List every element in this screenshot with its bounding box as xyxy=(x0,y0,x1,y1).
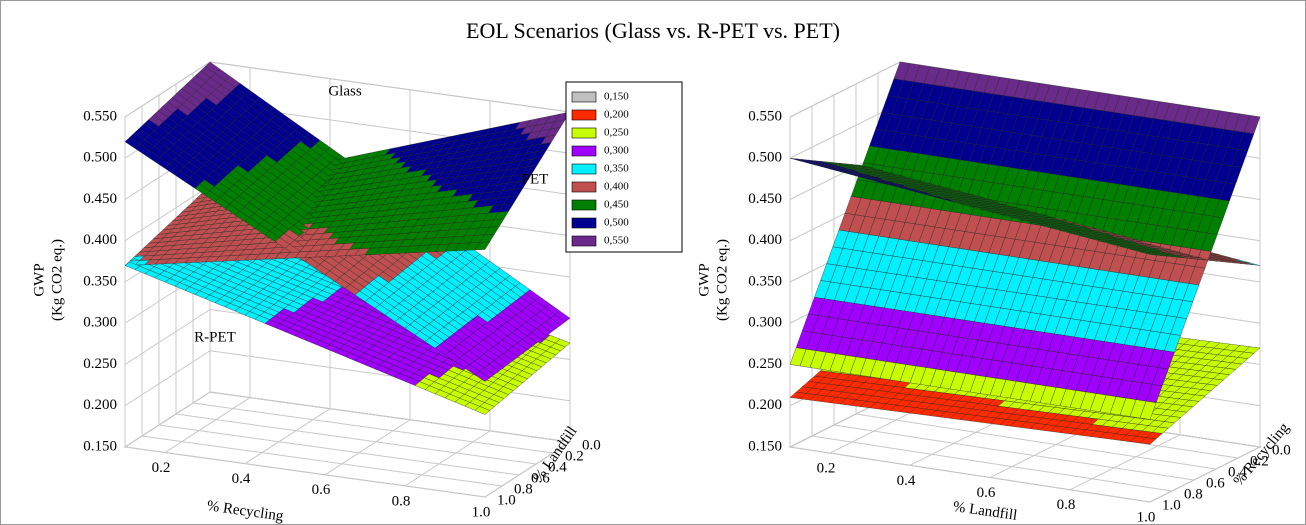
surface-cell xyxy=(474,406,491,415)
legend-swatch xyxy=(571,109,597,121)
legend-label: 0,200 xyxy=(604,109,629,121)
grid-line xyxy=(209,391,571,443)
grid-line xyxy=(833,424,1195,481)
surface-cell xyxy=(474,371,491,382)
y-tick-label: 0.4 xyxy=(548,459,567,475)
grid-line xyxy=(789,446,1151,503)
z-axis-label: (Kg CO2 eq.) xyxy=(49,239,65,321)
y-tick-label: 0.8 xyxy=(1184,486,1203,502)
legend-label: 0,250 xyxy=(604,127,629,139)
z-tick-label: 0.150 xyxy=(83,438,117,454)
x-tick-label: 0.2 xyxy=(152,460,171,476)
z-tick-label: 0.200 xyxy=(83,397,117,413)
y-tick-label: 0.6 xyxy=(1206,475,1225,491)
y-tick-label: 0.4 xyxy=(1228,464,1247,480)
legend-label: 0,450 xyxy=(604,199,629,211)
grid-line xyxy=(789,61,901,118)
z-tick-label: 0.400 xyxy=(83,232,117,248)
grid-line xyxy=(164,397,251,453)
grid-line xyxy=(158,424,520,476)
z-tick-label: 0.250 xyxy=(83,356,117,372)
legend-swatch xyxy=(571,163,597,175)
y-tick-label: 0.6 xyxy=(531,470,550,486)
legend-label: 0,150 xyxy=(604,91,629,103)
grid-line xyxy=(192,402,554,454)
legend-label: 0,550 xyxy=(604,235,629,247)
legend-swatch xyxy=(571,181,597,193)
grid-line xyxy=(209,61,571,113)
surface-cell xyxy=(1139,437,1157,445)
x-tick-label: 0.6 xyxy=(977,485,996,501)
y-tick-label: 0.0 xyxy=(1272,442,1291,458)
z-tick-label: 0.300 xyxy=(748,315,782,331)
grid-line xyxy=(124,391,211,448)
x-tick-label: 0.8 xyxy=(1057,497,1076,513)
x-tick-label: 1.0 xyxy=(472,504,491,520)
legend-label: 0,300 xyxy=(604,145,629,157)
grid-line xyxy=(324,419,411,476)
legend-swatch xyxy=(571,217,597,229)
z-tick-label: 0.400 xyxy=(748,232,782,248)
z-tick-label: 0.250 xyxy=(748,356,782,372)
z-tick-label: 0.550 xyxy=(748,108,782,124)
x-tick-label: 0.2 xyxy=(817,461,836,477)
surface-label: Glass xyxy=(328,83,361,99)
z-axis-label: GWP xyxy=(696,263,712,296)
legend-swatch xyxy=(571,91,597,103)
grid-line xyxy=(404,430,491,487)
grid-line xyxy=(244,408,331,465)
legend-swatch xyxy=(571,127,597,139)
legend-label: 0,350 xyxy=(604,163,629,175)
y-tick-label: 0.0 xyxy=(582,437,601,453)
surface-cell xyxy=(474,241,491,251)
z-tick-label: 0.350 xyxy=(83,273,117,289)
grid-line xyxy=(124,446,486,498)
z-tick-label: 0.500 xyxy=(83,150,117,166)
grid-line xyxy=(1069,434,1181,491)
legend-swatch xyxy=(571,145,597,157)
x-tick-label: 0.8 xyxy=(392,493,411,509)
x-tick-label: 0.4 xyxy=(897,473,916,489)
z-tick-label: 0.450 xyxy=(83,191,117,207)
legend-label: 0,500 xyxy=(604,217,629,229)
legend-swatch xyxy=(571,199,597,211)
legend-label: 0,400 xyxy=(604,181,629,193)
y-tick-label: 0.2 xyxy=(565,448,584,464)
z-tick-label: 0.300 xyxy=(83,315,117,331)
grid-line xyxy=(1149,446,1261,503)
grid-line xyxy=(124,309,211,365)
legend-swatch xyxy=(571,235,597,247)
chart-title: EOL Scenarios (Glass vs. R-PET vs. PET) xyxy=(466,18,840,43)
y-tick-label: 1.0 xyxy=(1162,497,1181,513)
z-tick-label: 0.550 xyxy=(83,108,117,124)
surface-label: R-PET xyxy=(194,329,236,345)
y-tick-label: 1.0 xyxy=(497,492,516,508)
grid-line xyxy=(811,435,1173,492)
y-tick-label: 0.8 xyxy=(514,481,533,497)
x-tick-label: 0.4 xyxy=(232,471,251,487)
x-tick-label: 0.6 xyxy=(312,482,331,498)
grid-line xyxy=(141,435,503,487)
x-tick-label: 1.0 xyxy=(1137,509,1156,525)
y-tick-label: 0.2 xyxy=(1250,453,1269,469)
surface-cell xyxy=(1139,400,1157,420)
z-tick-label: 0.350 xyxy=(748,273,782,289)
grid-line xyxy=(124,61,211,118)
z-tick-label: 0.450 xyxy=(748,191,782,207)
grid-line xyxy=(484,441,571,498)
grid-line xyxy=(175,413,537,465)
grid-line xyxy=(124,185,211,242)
z-axis-label: (Kg CO2 eq.) xyxy=(714,239,730,321)
surface-cell xyxy=(1139,251,1157,256)
z-tick-label: 0.500 xyxy=(748,150,782,166)
grid-line xyxy=(124,350,211,407)
z-tick-label: 0.200 xyxy=(748,397,782,413)
z-tick-label: 0.150 xyxy=(748,438,782,454)
surface-label: PET xyxy=(522,171,549,187)
z-axis-label: GWP xyxy=(31,263,47,296)
grid-line xyxy=(855,413,1217,470)
